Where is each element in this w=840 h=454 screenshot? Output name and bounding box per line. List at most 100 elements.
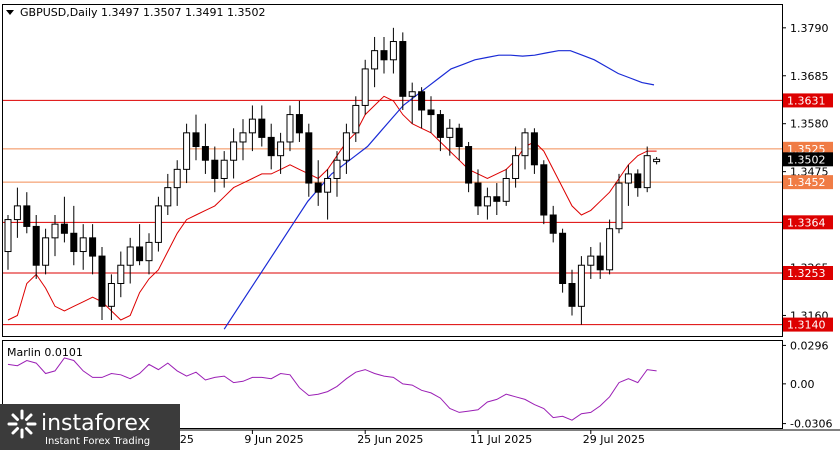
candle	[267, 123, 275, 170]
level-label: 1.3253	[787, 267, 826, 280]
candle	[436, 110, 444, 152]
watermark-tagline: Instant Forex Trading	[45, 436, 150, 447]
bear-candle-body	[436, 114, 444, 138]
bear-candle-body	[530, 132, 538, 166]
bear-candle-body	[23, 205, 31, 227]
candle	[587, 246, 595, 279]
candle	[342, 123, 350, 174]
candle	[352, 96, 360, 142]
candle	[239, 119, 247, 161]
bull-candle-body	[371, 50, 379, 70]
watermark-brand: instaforex	[41, 411, 151, 436]
bull-candle-body	[446, 127, 454, 138]
bull-candle-body	[615, 182, 623, 230]
candle	[305, 123, 313, 197]
bear-candle-body	[295, 114, 303, 134]
instaforex-logo-icon	[7, 409, 37, 439]
candle	[502, 169, 510, 206]
current-price-label: 1.3502	[787, 153, 826, 166]
candle	[380, 36, 388, 74]
bull-candle-body	[483, 196, 491, 207]
candle	[465, 141, 473, 193]
candle	[258, 105, 266, 147]
bull-candle-body	[587, 255, 595, 266]
bear-candle-body	[305, 132, 313, 184]
candle	[596, 242, 604, 279]
candle	[512, 146, 520, 188]
candle	[549, 205, 557, 243]
candle	[606, 219, 614, 275]
candle	[98, 246, 106, 321]
bear-candle-body	[70, 232, 78, 253]
price-axis: 1.31601.32651.34751.35801.36851.37901.36…	[782, 22, 833, 431]
candle	[89, 224, 97, 275]
bear-candle-body	[211, 159, 219, 179]
bull-candle-body	[521, 132, 529, 157]
bull-candle-body	[51, 223, 59, 239]
candle	[615, 173, 623, 234]
bull-candle-body	[164, 187, 172, 207]
bear-candle-body	[474, 182, 482, 207]
bull-candle-body	[154, 205, 162, 243]
marlin-label: Marlin 0.0101	[7, 346, 83, 359]
bear-candle-body	[493, 196, 501, 202]
candle	[164, 173, 172, 216]
level-label-bg	[783, 215, 833, 230]
bull-candle-body	[408, 91, 416, 97]
bull-candle-body	[79, 237, 87, 253]
bear-candle-body	[32, 225, 40, 266]
bull-candle-body	[624, 173, 632, 184]
bull-candle-body	[145, 241, 153, 262]
candle	[70, 205, 78, 266]
candle	[624, 164, 632, 206]
candle	[361, 59, 369, 115]
bear-candle-body	[98, 255, 106, 307]
candle	[371, 36, 379, 88]
bear-candle-body	[596, 255, 604, 271]
level-label: 1.3140	[787, 319, 826, 332]
candle	[521, 128, 529, 170]
bull-candle-body	[42, 237, 50, 266]
candle	[145, 233, 153, 275]
level-label: 1.3631	[787, 94, 826, 107]
candle	[23, 192, 31, 234]
candle	[493, 183, 501, 216]
bear-candle-body	[258, 118, 266, 138]
bear-candle-body	[399, 41, 407, 97]
symbol-info: GBPUSD,Daily 1.3497 1.3507 1.3491 1.3502	[20, 6, 265, 19]
bear-candle-body	[192, 132, 200, 148]
candle	[324, 169, 332, 220]
slow-ma-line	[223, 50, 655, 330]
candle	[540, 160, 548, 225]
bear-candle-body	[201, 146, 209, 161]
bull-candle-body	[502, 177, 510, 202]
bull-candle-body	[577, 264, 585, 307]
candle	[42, 228, 50, 275]
candle	[79, 224, 87, 270]
candle	[230, 128, 238, 179]
bear-candle-body	[89, 237, 97, 257]
bull-candle-body	[606, 228, 614, 271]
bear-candle-body	[314, 182, 322, 193]
marlin-tick-label: 0.0296	[790, 339, 829, 352]
bear-candle-body	[60, 223, 68, 234]
bull-candle-body	[248, 118, 256, 134]
candle	[577, 256, 585, 325]
candle	[333, 151, 341, 197]
candle	[643, 146, 651, 193]
candle	[32, 215, 40, 279]
candle	[107, 274, 115, 321]
watermark-background	[0, 404, 180, 450]
time-tick-label: 11 Jul 2025	[470, 433, 532, 446]
candle	[314, 160, 322, 206]
collapse-triangle-icon[interactable]	[6, 10, 14, 15]
level-label-bg	[783, 141, 833, 156]
time-tick-label: 9 Jun 2025	[244, 433, 303, 446]
candle	[277, 132, 285, 174]
bull-candle-body	[239, 132, 247, 143]
level-label: 1.3452	[787, 176, 826, 189]
level-label: 1.3364	[787, 216, 826, 229]
level-label-bg	[783, 265, 833, 280]
